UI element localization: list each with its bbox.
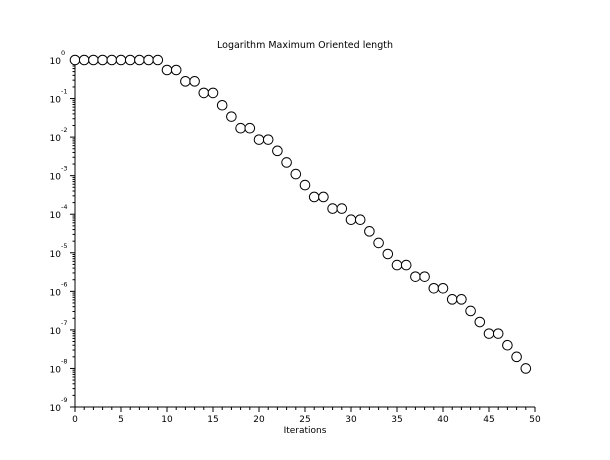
data-point bbox=[446, 294, 458, 305]
data-point bbox=[198, 87, 210, 99]
data-point bbox=[134, 54, 145, 66]
data-point bbox=[345, 214, 357, 226]
data-point bbox=[428, 282, 440, 294]
y-tick-exponent-label: -4 bbox=[61, 203, 67, 211]
data-point bbox=[290, 168, 302, 180]
data-point bbox=[364, 226, 375, 237]
x-tick-label: 40 bbox=[437, 415, 449, 425]
data-point bbox=[327, 203, 338, 214]
data-point bbox=[161, 64, 173, 76]
data-point bbox=[207, 87, 219, 99]
y-tick-base-label: 10 bbox=[50, 134, 62, 144]
data-point bbox=[410, 271, 421, 282]
data-point bbox=[318, 191, 329, 203]
data-point bbox=[170, 64, 182, 76]
data-point bbox=[97, 54, 108, 66]
x-tick-label: 20 bbox=[253, 415, 265, 425]
data-point bbox=[419, 271, 430, 282]
data-point bbox=[88, 54, 99, 66]
data-point bbox=[180, 76, 191, 87]
data-point bbox=[124, 54, 136, 66]
data-point bbox=[400, 259, 412, 271]
data-point bbox=[483, 328, 495, 339]
data-point bbox=[78, 54, 90, 66]
data-point bbox=[437, 282, 449, 294]
data-point bbox=[492, 328, 504, 339]
data-point bbox=[299, 179, 311, 191]
x-tick-label: 50 bbox=[529, 415, 541, 425]
data-point bbox=[152, 54, 164, 66]
y-tick-base-label: 10 bbox=[50, 404, 62, 414]
data-point bbox=[244, 122, 256, 134]
y-tick-exponent-label: -9 bbox=[61, 396, 67, 404]
y-tick-exponent-label: -2 bbox=[61, 126, 67, 134]
data-point bbox=[474, 316, 486, 328]
x-tick-label: 15 bbox=[207, 415, 218, 425]
data-point bbox=[336, 203, 348, 214]
y-tick-base-label: 10 bbox=[50, 57, 62, 67]
data-point bbox=[115, 54, 127, 66]
y-tick-base-label: 10 bbox=[50, 250, 62, 260]
data-point bbox=[308, 191, 320, 203]
data-point bbox=[262, 134, 274, 145]
data-point bbox=[69, 54, 81, 66]
y-tick-base-label: 10 bbox=[50, 327, 62, 337]
x-axis-label: Iterations bbox=[284, 426, 327, 436]
y-tick-exponent-label: -7 bbox=[61, 319, 67, 327]
data-point bbox=[189, 76, 200, 87]
x-tick-label: 5 bbox=[118, 415, 124, 425]
y-tick-exponent-label: -8 bbox=[61, 357, 67, 365]
x-tick-label: 0 bbox=[72, 415, 78, 425]
data-point bbox=[391, 259, 403, 271]
data-point bbox=[216, 99, 228, 111]
x-tick-label: 45 bbox=[483, 415, 494, 425]
y-tick-exponent-label: -3 bbox=[61, 165, 67, 173]
y-tick-exponent-label: -1 bbox=[61, 88, 67, 96]
x-tick-label: 30 bbox=[345, 415, 357, 425]
data-point bbox=[373, 237, 384, 249]
x-tick-label: 10 bbox=[161, 415, 173, 425]
data-point bbox=[502, 339, 513, 351]
data-point bbox=[281, 157, 292, 168]
y-tick-base-label: 10 bbox=[50, 96, 62, 106]
plot-area: 0 5 10 15 20 25 30 35 40 45 5010010-110-210-310-41… bbox=[50, 49, 541, 425]
data-point bbox=[465, 305, 476, 317]
data-point bbox=[382, 248, 394, 260]
x-tick-label: 25 bbox=[299, 415, 310, 425]
data-point bbox=[456, 294, 467, 305]
data-point bbox=[143, 54, 154, 66]
y-tick-base-label: 10 bbox=[50, 288, 62, 298]
y-tick-base-label: 10 bbox=[50, 173, 62, 183]
data-point bbox=[511, 351, 522, 363]
data-point bbox=[106, 54, 118, 66]
y-tick-base-label: 10 bbox=[50, 211, 62, 221]
x-tick-label: 35 bbox=[391, 415, 402, 425]
y-tick-exponent-label: -6 bbox=[61, 280, 67, 288]
chart-title: Logarithm Maximum Oriented length bbox=[217, 40, 393, 51]
y-tick-base-label: 10 bbox=[50, 365, 62, 375]
data-point bbox=[226, 111, 237, 122]
y-tick-exponent-label: -5 bbox=[61, 242, 67, 250]
y-tick-exponent-label: 0 bbox=[61, 49, 65, 57]
data-point bbox=[253, 134, 265, 145]
data-point bbox=[354, 214, 366, 226]
data-point bbox=[272, 145, 283, 157]
data-point bbox=[235, 122, 246, 134]
data-point bbox=[520, 363, 532, 374]
